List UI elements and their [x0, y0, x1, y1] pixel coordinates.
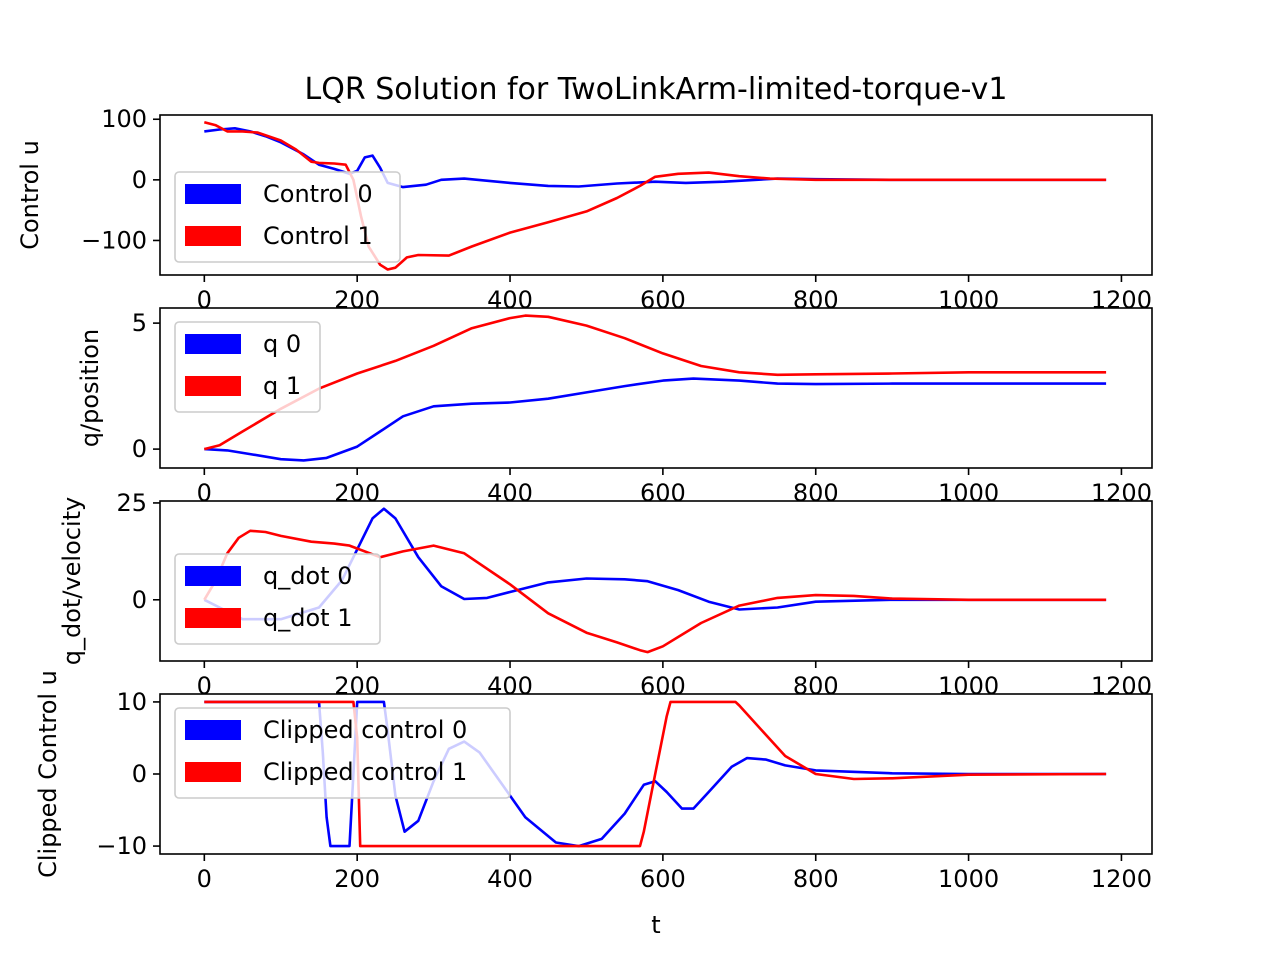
- y-tick-label: 0: [132, 760, 147, 788]
- x-tick-label: 600: [640, 865, 686, 893]
- x-tick-label: 1200: [1091, 865, 1152, 893]
- y-axis-label: q_dot/velocity: [58, 497, 86, 665]
- legend-swatch: [185, 226, 241, 246]
- x-tick-label: 0: [197, 479, 212, 507]
- y-tick-label: 25: [116, 489, 147, 517]
- x-tick-label: 400: [487, 865, 533, 893]
- x-tick-label: 600: [640, 479, 686, 507]
- x-tick-label: 0: [197, 865, 212, 893]
- x-tick-label: 800: [793, 672, 839, 700]
- y-tick-label: 0: [132, 166, 147, 194]
- y-tick-label: −10: [96, 832, 147, 860]
- series-line-q-0: [204, 377, 1107, 462]
- x-tick-label: 0: [197, 672, 212, 700]
- axes-frame: [159, 500, 1153, 662]
- series-line-control-1: [203, 121, 1107, 271]
- x-tick-label: 400: [487, 672, 533, 700]
- legend-swatch: [185, 762, 241, 782]
- subplot-2: 0 200 400 600 800 1000 1200 5 0 q/position q 0 q 1: [76, 307, 1153, 507]
- legend-swatch: [185, 376, 241, 396]
- x-tick-label: 200: [334, 672, 380, 700]
- x-tick-label: 400: [487, 479, 533, 507]
- x-tick-label: 1000: [938, 286, 999, 314]
- legend-label: q_dot 1: [263, 604, 352, 632]
- y-axis-label: q/position: [76, 329, 104, 447]
- subplot-3: 0 200 400 600 800 1000 1200 25 0 q_dot/velocity q_…: [58, 489, 1153, 700]
- x-tick-label: 200: [334, 479, 380, 507]
- figure-title: LQR Solution for TwoLinkArm-limited-torq…: [305, 72, 1008, 107]
- x-tick-label: 0: [197, 286, 212, 314]
- x-tick-label: 800: [793, 479, 839, 507]
- x-tick-label: 1000: [938, 865, 999, 893]
- legend-swatch: [185, 184, 241, 204]
- y-tick-label: 100: [101, 105, 147, 133]
- axes-frame: [159, 114, 1153, 276]
- legend-swatch: [185, 334, 241, 354]
- y-axis-label: Control u: [16, 140, 44, 250]
- legend-swatch: [185, 608, 241, 628]
- legend-label: q 1: [263, 372, 301, 400]
- y-axis-label: Clipped Control u: [34, 670, 62, 878]
- y-tick-label: 0: [132, 586, 147, 614]
- x-tick-label: 1200: [1091, 479, 1152, 507]
- x-axis-label: t: [651, 911, 660, 939]
- legend-label: q 0: [263, 330, 301, 358]
- x-tick-label: 600: [640, 672, 686, 700]
- y-tick-label: 10: [116, 688, 147, 716]
- legend-box: [174, 707, 511, 799]
- y-tick-label: −100: [81, 226, 147, 254]
- y-tick-label: 0: [132, 435, 147, 463]
- legend-label: Control 1: [263, 222, 373, 250]
- series-line-clipped-control-1: [204, 700, 1107, 848]
- legend-swatch: [185, 720, 241, 740]
- legend-label: q_dot 0: [263, 562, 352, 590]
- x-tick-label: 400: [487, 286, 533, 314]
- legend-label: Clipped control 1: [263, 758, 467, 786]
- x-tick-label: 1000: [938, 479, 999, 507]
- x-tick-label: 200: [334, 865, 380, 893]
- subplot-4: 0 200 400 600 800 1000 1200 10 0 −10 Clipped Contr…: [34, 670, 1153, 893]
- x-tick-label: 800: [793, 865, 839, 893]
- legend-swatch: [185, 566, 241, 586]
- x-tick-label: 600: [640, 286, 686, 314]
- y-tick-label: 5: [132, 309, 147, 337]
- x-tick-label: 200: [334, 286, 380, 314]
- axes-frame: [159, 307, 1153, 469]
- x-tick-label: 1200: [1091, 672, 1152, 700]
- x-tick-label: 800: [793, 286, 839, 314]
- series-line-q-dot-1: [203, 529, 1107, 654]
- x-tick-label: 1000: [938, 672, 999, 700]
- x-tick-label: 1200: [1091, 286, 1152, 314]
- legend-label: Control 0: [263, 180, 373, 208]
- legend-label: Clipped control 0: [263, 716, 467, 744]
